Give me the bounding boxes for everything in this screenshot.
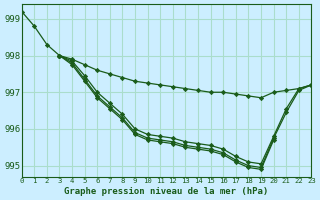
X-axis label: Graphe pression niveau de la mer (hPa): Graphe pression niveau de la mer (hPa) <box>64 187 269 196</box>
